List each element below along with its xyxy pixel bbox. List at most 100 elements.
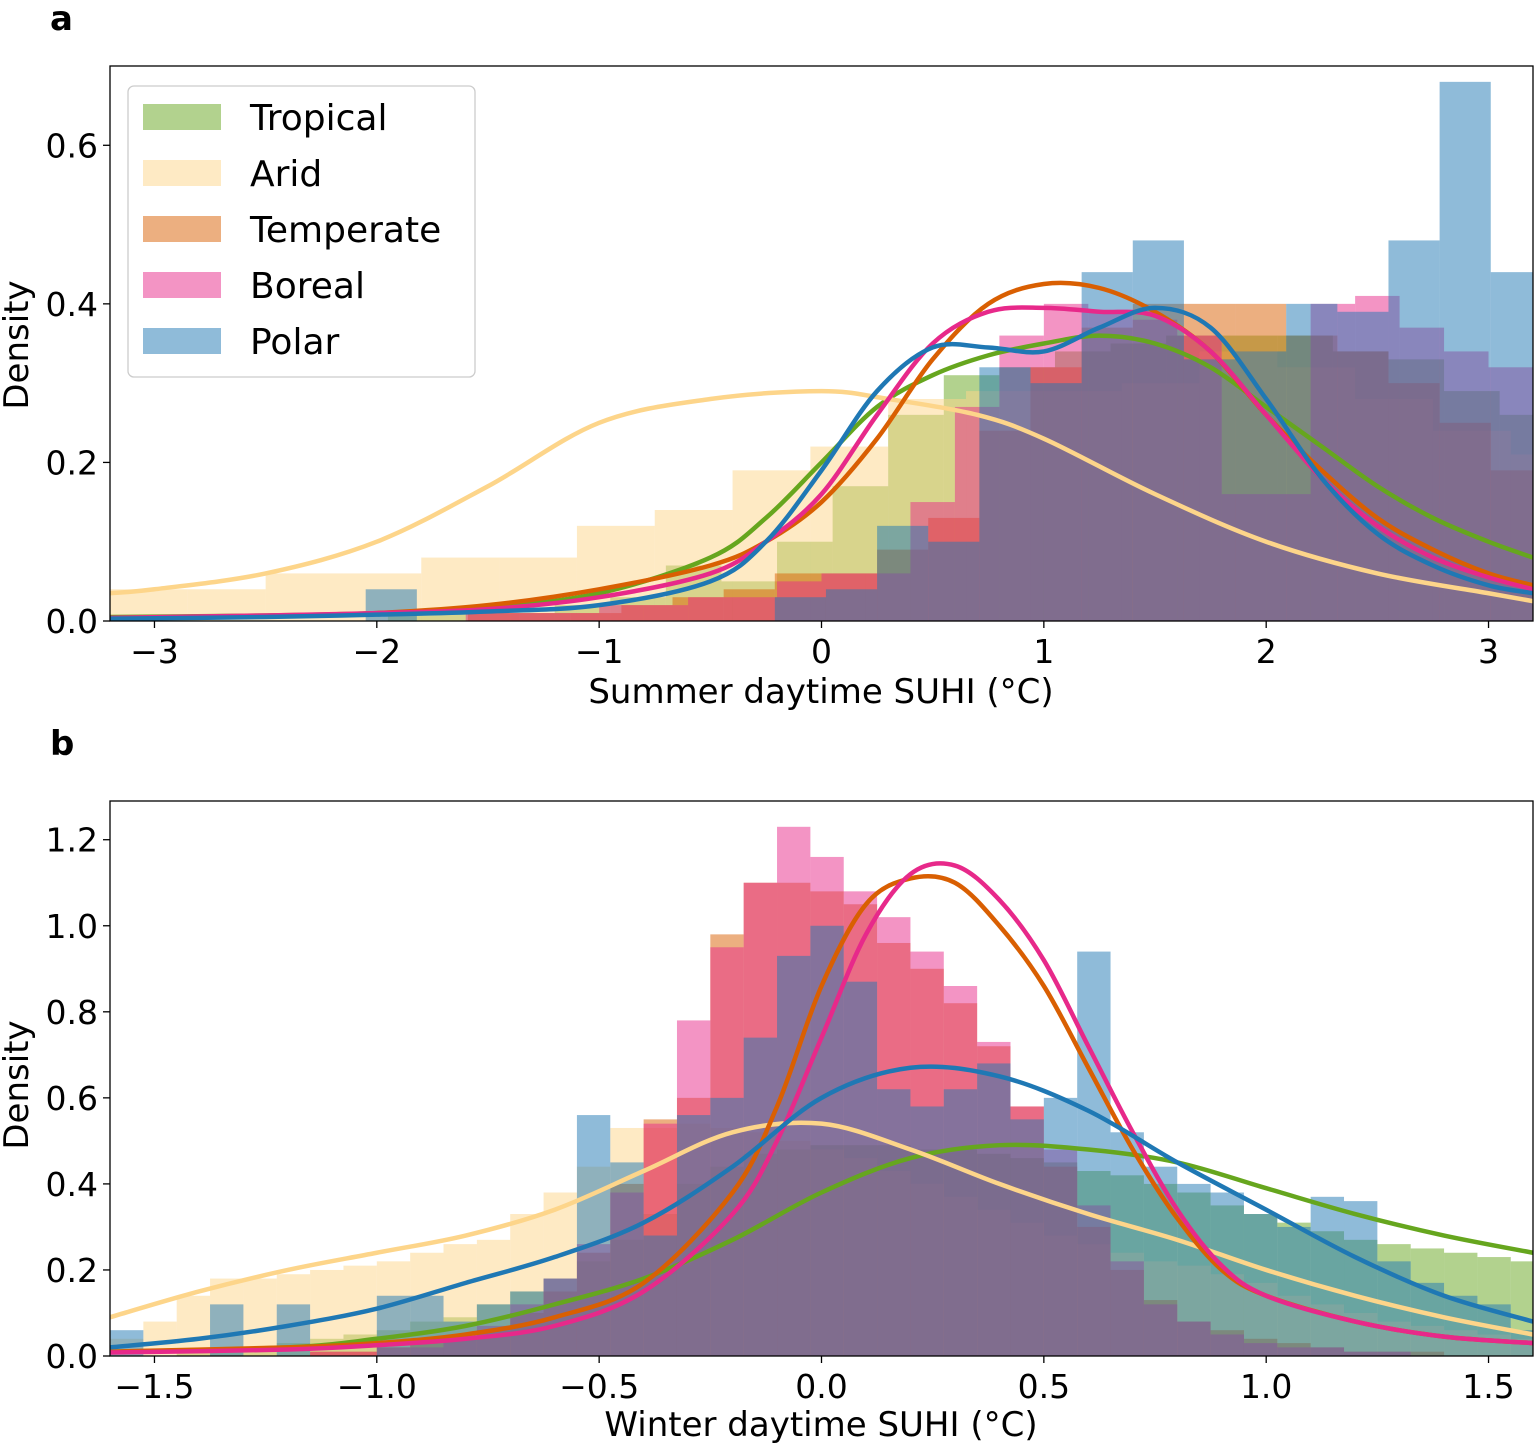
hist-bar-boreal (732, 597, 778, 621)
hist-bar-boreal (599, 605, 644, 621)
kde-curve-polar (110, 305, 1533, 621)
hist-bar-arid (176, 1295, 211, 1356)
x-tick-label: 0.0 (795, 1367, 847, 1406)
legend-swatch-arid (143, 160, 221, 186)
legend-label-arid: Arid (250, 154, 322, 195)
panel-b-kde-curves (110, 861, 1533, 1355)
hist-bar-polar (943, 1089, 978, 1356)
legend-entry-boreal: Boreal (143, 266, 365, 307)
hist-bar-arid (243, 1278, 277, 1356)
x-tick-label: 1.5 (1462, 1367, 1514, 1406)
panel-a-y-axis-label: Density (0, 280, 37, 409)
hist-bar-polar (643, 1235, 677, 1356)
hist-bar-polar (743, 1037, 778, 1356)
hist-bar-boreal (310, 1351, 344, 1356)
hist-bar-polar (1277, 1226, 1311, 1356)
legend-entry-temperate: Temperate (143, 210, 441, 251)
kde-curve-temperate (110, 280, 1533, 621)
hist-bar-polar (1030, 383, 1082, 621)
legend-label-boreal: Boreal (250, 266, 365, 307)
y-tick-label: 0.2 (46, 1251, 98, 1290)
hist-bar-polar (1077, 951, 1111, 1356)
hist-bar-boreal (688, 597, 733, 621)
hist-bar-polar (877, 1089, 911, 1356)
y-tick-label: 0.8 (46, 993, 98, 1032)
x-tick-label: 1.0 (1240, 1367, 1292, 1406)
panel-a: a −3 −2 −1 0 1 2 3 0.0 0.2 0.4 0.6 Summer daytime… (0, 0, 1534, 712)
hist-bar-polar (1310, 1196, 1345, 1356)
x-tick-label: 0.5 (1018, 1367, 1070, 1406)
panel-b: b −1.5 −1.0 −0.5 0.0 0.5 1.0 1.5 0.00.20.40.60… (0, 724, 1534, 1445)
legend-entry-tropical: Tropical (143, 98, 387, 139)
y-tick-label: 0.4 (46, 1165, 98, 1204)
x-tick-label: 0 (811, 632, 832, 671)
panel-a-x-axis-label: Summer daytime SUHI (°C) (588, 672, 1053, 712)
panel-b-y-axis-label: Density (0, 1020, 37, 1149)
hist-bar-polar (774, 597, 826, 621)
panel-b-y-ticks: 0.0 0.2 0.4 0.6 0.8 1.0 1.2 (46, 821, 110, 1376)
y-tick-label: 0.6 (46, 126, 98, 165)
kde-curve-polar (110, 1064, 1533, 1350)
panel-label-b: b (50, 724, 74, 764)
y-tick-label: 0.6 (46, 1079, 98, 1118)
legend-swatch-polar (143, 328, 221, 354)
kde-curve-arid (110, 1120, 1533, 1337)
panel-a-y-ticks: 0.0 0.2 0.4 0.6 (46, 126, 110, 641)
panel-b-histograms (110, 826, 1533, 1356)
x-tick-label: −2 (352, 632, 401, 671)
y-tick-label: 1.2 (46, 821, 98, 860)
legend-box (127, 85, 476, 378)
hist-bar-polar (610, 1162, 644, 1356)
x-tick-label: 3 (1478, 632, 1499, 671)
hist-bar-polar (1243, 1214, 1278, 1356)
hist-bar-polar (1043, 1097, 1078, 1356)
hist-bar-polar (777, 955, 811, 1356)
hist-bar-polar (910, 1106, 944, 1356)
legend-swatch-boreal (143, 272, 221, 298)
hist-bar-polar (979, 367, 1031, 621)
legend-label-polar: Polar (250, 322, 340, 363)
x-tick-label: −1.5 (114, 1367, 194, 1406)
hist-bar-polar (1132, 240, 1184, 621)
x-tick-label: −3 (130, 632, 179, 671)
y-tick-label: 0.4 (46, 285, 98, 324)
legend-label-temperate: Temperate (249, 210, 441, 251)
hist-bar-polar (1177, 1183, 1211, 1356)
x-tick-label: 2 (1256, 632, 1277, 671)
hist-bar-boreal (465, 613, 511, 621)
y-tick-label: 0.0 (46, 1337, 98, 1376)
hist-bar-polar (1490, 272, 1533, 621)
legend: Tropical Arid Temperate Boreal Polar (127, 85, 476, 378)
x-tick-label: −0.5 (559, 1367, 639, 1406)
y-tick-label: 0.2 (46, 443, 98, 482)
hist-bar-boreal (343, 1351, 377, 1356)
hist-bar-boreal (643, 605, 689, 621)
panel-b-x-axis-label: Winter daytime SUHI (°C) (604, 1405, 1037, 1445)
kde-curve-tropical (110, 1142, 1533, 1354)
hist-bar-boreal (510, 613, 555, 621)
hist-bar-boreal (554, 613, 600, 621)
y-tick-label: 0.0 (46, 602, 98, 641)
hist-bar-polar (825, 589, 878, 621)
hist-bar-polar (1183, 359, 1236, 621)
hist-bar-polar (977, 1063, 1011, 1356)
hist-bar-polar (710, 1097, 744, 1356)
hist-polar (365, 81, 1533, 621)
x-tick-label: −1.0 (337, 1367, 417, 1406)
hist-bar-polar (877, 525, 929, 621)
panel-label-a: a (50, 0, 73, 39)
panel-a-x-ticks: −3 −2 −1 0 1 2 3 (130, 621, 1499, 671)
x-tick-label: 1 (1033, 632, 1054, 671)
hist-bar-polar (410, 1295, 444, 1356)
legend-label-tropical: Tropical (249, 98, 387, 139)
legend-entry-polar: Polar (143, 322, 340, 363)
kde-curve-boreal (110, 861, 1533, 1355)
hist-bar-polar (1235, 351, 1287, 621)
y-tick-label: 1.0 (46, 907, 98, 946)
panel-a-kde-curves (110, 280, 1533, 621)
x-tick-label: −1 (575, 632, 624, 671)
hist-bar-polar (1344, 1201, 1378, 1356)
legend-entry-arid: Arid (143, 154, 322, 195)
panel-b-x-ticks: −1.5 −1.0 −0.5 0.0 0.5 1.0 1.5 (114, 1356, 1515, 1406)
